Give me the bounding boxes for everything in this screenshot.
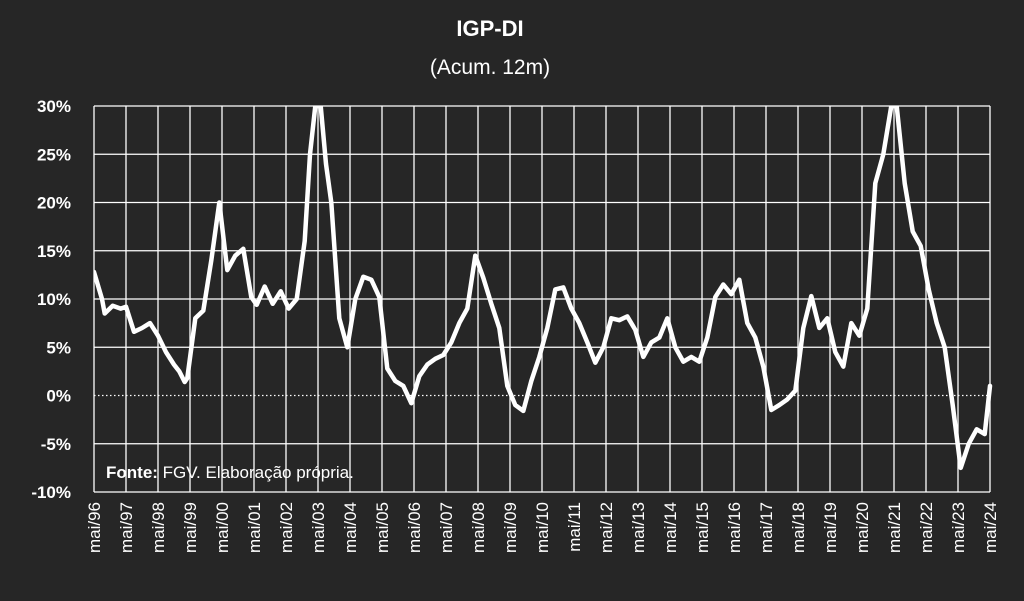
x-tick-label: mai/00 [213,502,232,553]
series-layer [94,106,993,471]
source-label: Fonte: [106,463,158,482]
y-tick-label: 5% [46,338,71,357]
x-tick-label: mai/22 [917,502,936,553]
y-tick-label: 0% [46,387,71,406]
y-tick-label: -10% [31,483,71,502]
x-tick-label: mai/99 [181,502,200,553]
x-tick-label: mai/23 [949,502,968,553]
x-tick-label: mai/20 [853,502,872,553]
series-line-0 [94,106,993,471]
x-tick-label: mai/08 [469,502,488,553]
x-tick-label: mai/21 [885,502,904,553]
x-tick-label: mai/15 [693,502,712,553]
source-text: FGV. Elaboração própria. [158,463,354,482]
chart-subtitle: (Acum. 12m) [430,56,550,79]
x-tick-label: mai/06 [405,502,424,553]
x-tick-label: mai/03 [309,502,328,553]
x-tick-label: mai/17 [757,502,776,553]
x-tick-label: mai/13 [629,502,648,553]
x-tick-label: mai/11 [565,502,584,552]
x-tick-label: mai/01 [245,502,264,553]
y-tick-label: 25% [37,145,71,164]
x-tick-label: mai/10 [533,502,552,553]
chart-title: IGP-DI [456,16,523,41]
x-tick-label: mai/19 [821,502,840,553]
x-tick-label: mai/02 [277,502,296,553]
x-tick-label: mai/98 [149,502,168,553]
x-tick-label: mai/24 [981,502,1000,553]
x-tick-label: mai/09 [501,502,520,553]
y-tick-label: -5% [41,435,71,454]
y-tick-label: 10% [37,290,71,309]
x-tick-label: mai/18 [789,502,808,553]
x-tick-label: mai/12 [597,502,616,553]
x-axis-ticks: mai/96 mai/97 mai/98 mai/99 mai/00 mai/01 mai/… [85,502,1000,553]
x-tick-label: mai/05 [373,502,392,553]
x-tick-label: mai/16 [725,502,744,553]
x-tick-label: mai/97 [117,502,136,553]
x-tick-label: mai/96 [85,502,104,553]
y-tick-label: 20% [37,194,71,213]
x-tick-label: mai/14 [661,502,680,553]
x-tick-label: mai/04 [341,502,360,553]
y-tick-label: 15% [37,242,71,261]
y-axis-ticks: 30% 25% 20% 15% 10% 5% 0% -5% -10% [31,97,71,502]
y-tick-label: 30% [37,97,71,116]
source-note: Fonte: FGV. Elaboração própria. [106,463,354,482]
grid [93,105,991,493]
x-tick-label: mai/07 [437,502,456,553]
